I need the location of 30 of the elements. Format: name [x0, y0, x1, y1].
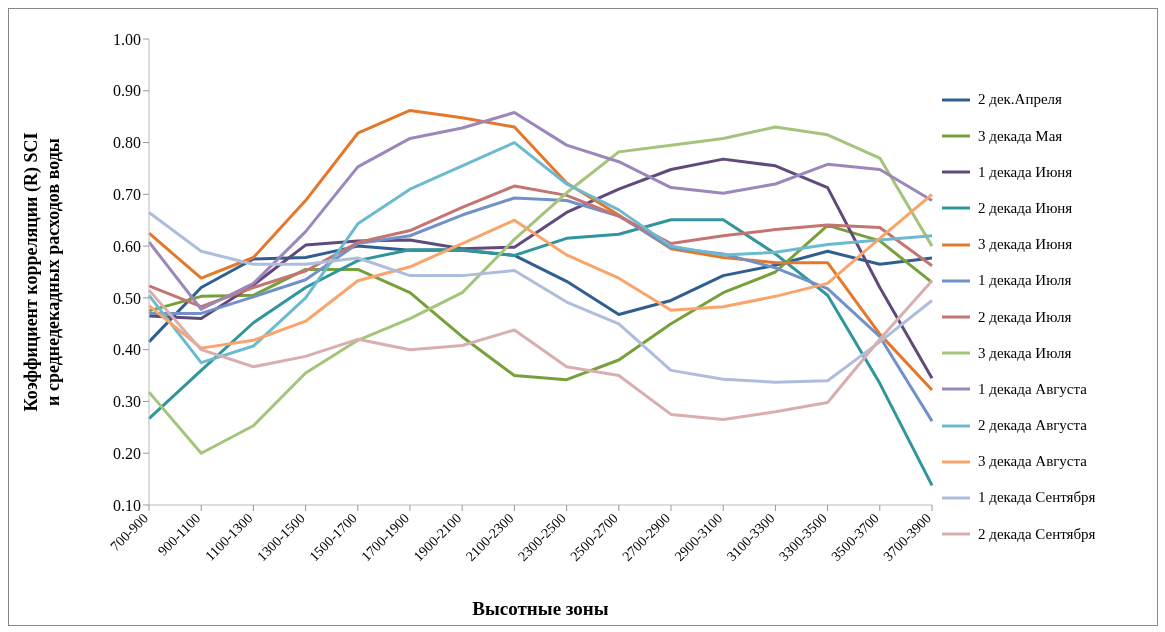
y-tick-label: 1.00: [113, 30, 141, 48]
y-tick-label: 0.90: [113, 82, 141, 100]
legend-label: 2 декада Августа: [978, 417, 1087, 435]
legend-label: 3 декада Августа: [978, 453, 1087, 471]
legend-label: 2 декада Июля: [978, 308, 1072, 326]
line-series: [147, 125, 934, 455]
y-tick-label: 0.10: [113, 496, 141, 514]
y-axis-title: Коэффициент корреляции (R) SCI и среднедекадных расходов воды: [21, 132, 63, 412]
legend-label: 3 декада Июля: [978, 344, 1072, 362]
legend-label: 2 декада Сентября: [978, 525, 1096, 543]
legend-label: 2 дек.Апреля: [978, 91, 1062, 109]
y-tick-label: 0.70: [113, 186, 141, 204]
legend-label: 3 декада Июня: [978, 236, 1073, 254]
x-axis-title: Высотные зоны: [472, 598, 609, 619]
line-series: [147, 192, 934, 350]
legend-label: 1 декада Июля: [978, 272, 1072, 290]
y-tick-label: 0.40: [113, 341, 141, 359]
y-tick-label: 0.20: [113, 444, 141, 462]
y-tick-label: 0.80: [113, 134, 141, 152]
legend-label: 1 декада Июня: [978, 163, 1073, 181]
y-tick-label: 0.50: [113, 289, 141, 307]
y-tick-label: 0.30: [113, 393, 141, 411]
legend-label: 2 декада Июня: [978, 199, 1073, 217]
y-tick-label: 0.60: [113, 237, 141, 255]
legend-label: 1 декада Сентября: [978, 489, 1096, 507]
line-series: [147, 218, 934, 487]
line-series: [147, 279, 934, 422]
legend-label: 3 декада Мая: [978, 127, 1063, 145]
legend-label: 1 декада Августа: [978, 380, 1087, 398]
line-series: [147, 111, 934, 311]
